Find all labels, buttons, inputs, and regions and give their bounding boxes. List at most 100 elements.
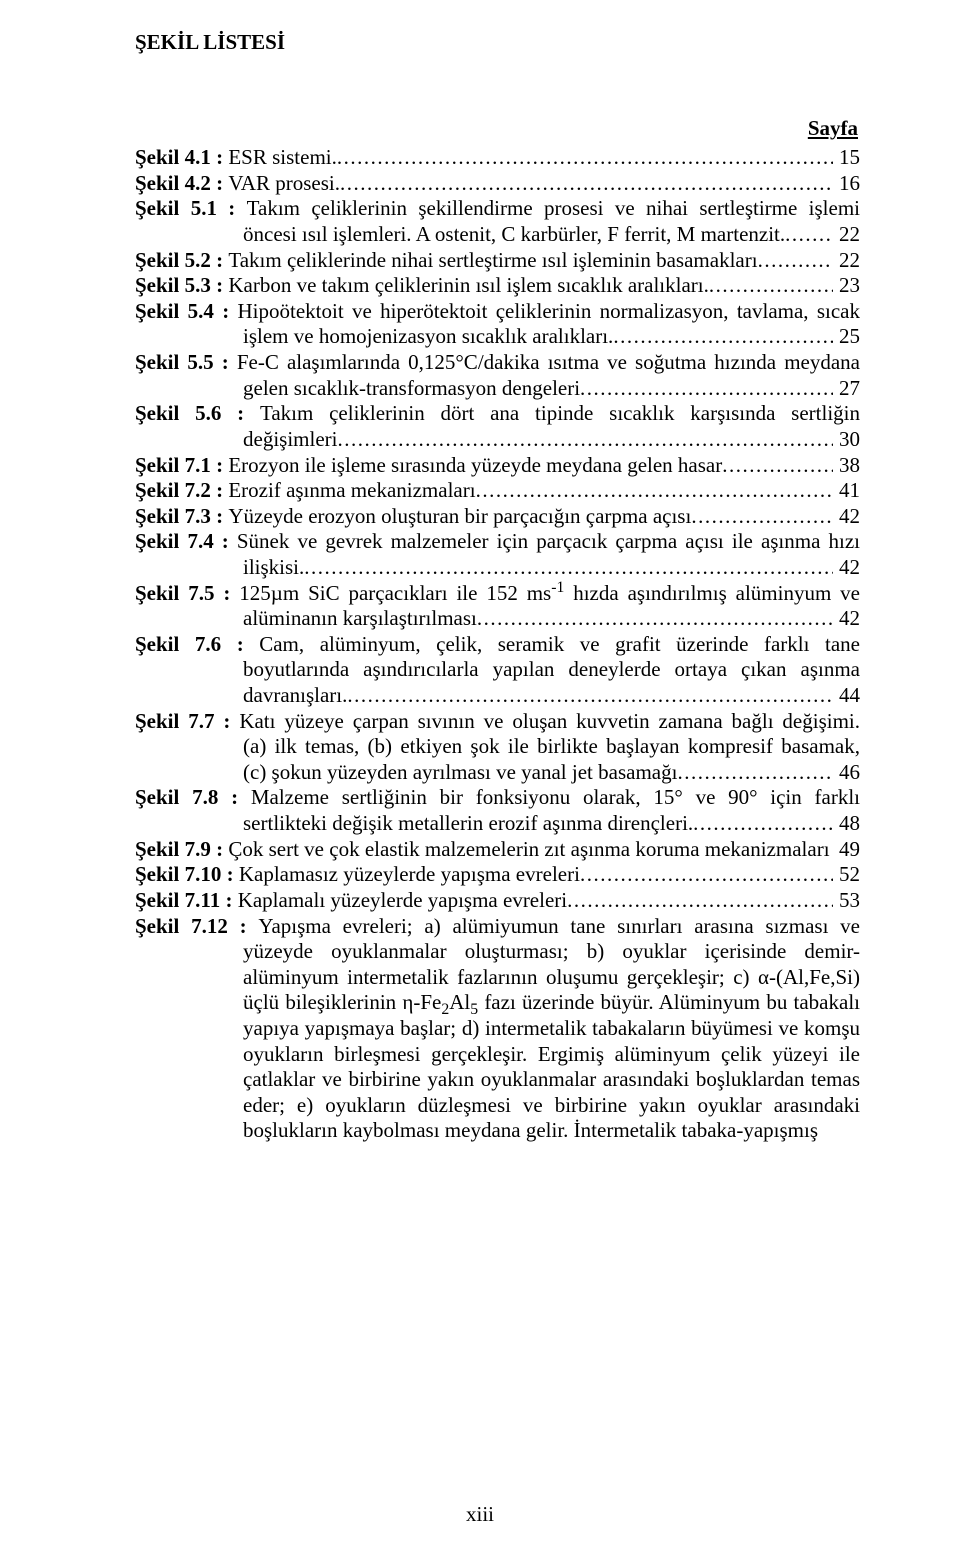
leader-dots [347, 683, 833, 709]
leader-dots [580, 862, 833, 888]
toc-entry: Şekil 7.12 : Yapışma evreleri; a) alümiy… [135, 914, 860, 1144]
document-page: ŞEKİL LİSTESİ Sayfa Şekil 4.1 : ESR sist… [0, 0, 960, 1558]
toc-entry-text: Şekil 4.2 : VAR prosesi. [135, 171, 340, 197]
toc-entry-page: 42 [833, 504, 860, 530]
toc-entry-line: Şekil 7.8 : Malzeme sertliğinin bir fonk… [135, 785, 860, 811]
toc-entry-page: 30 [833, 427, 860, 453]
toc-entry-label: Şekil 7.8 : [135, 785, 251, 809]
toc-entry-line: Şekil 5.1 : Takım çeliklerinin şekillend… [135, 196, 860, 222]
toc-entry-label: Şekil 7.12 : [135, 914, 258, 938]
leader-dots [580, 376, 833, 402]
toc-entry-last-line: öncesi ısıl işlemleri. A ostenit, C karb… [135, 222, 860, 248]
toc-entry: Şekil 7.4 : Sünek ve gevrek malzemeler i… [135, 529, 860, 580]
toc-entry-page: 48 [833, 811, 860, 837]
toc-entry-page: 52 [833, 862, 860, 888]
toc-entry-label: Şekil 7.6 : [135, 632, 259, 656]
leader-dots [337, 145, 833, 171]
toc-entry-line: Şekil 7.6 : Cam, alüminyum, çelik, seram… [135, 632, 860, 658]
toc-entry-label: Şekil 7.10 : [135, 862, 239, 886]
toc-entry-line: Şekil 7.4 : Sünek ve gevrek malzemeler i… [135, 529, 860, 555]
toc-entry-line: üçlü bileşiklerinin η-Fe2Al5 fazı üzerin… [135, 990, 860, 1016]
toc-entry-label: Şekil 5.4 : [135, 299, 238, 323]
toc-entry-page: 42 [833, 606, 860, 632]
toc-entry-page: 25 [833, 324, 860, 350]
toc-entry-page: 27 [833, 376, 860, 402]
toc-entry-last-line: gelen sıcaklık-transformasyon dengeleri … [135, 376, 860, 402]
toc-entry-label: Şekil 7.9 : [135, 837, 228, 861]
toc-entry-line: çatlaklar ve birbirine yakın oyuklanmala… [135, 1067, 860, 1093]
toc-entry: Şekil 5.5 : Fe-C alaşımlarında 0,125°C/d… [135, 350, 860, 401]
toc-entry: Şekil 5.2 : Takım çeliklerinde nihai ser… [135, 248, 860, 274]
toc-entry-page: 22 [833, 248, 860, 274]
toc-entry: Şekil 7.3 : Yüzeyde erozyon oluşturan bi… [135, 504, 860, 530]
leader-dots [567, 888, 833, 914]
toc-entry-label: Şekil 7.1 : [135, 453, 228, 477]
leader-dots [677, 760, 833, 786]
toc-entry-last-line: alüminanın karşılaştırılması 42 [135, 606, 860, 632]
leader-dots [693, 811, 833, 837]
toc-entry: Şekil 5.1 : Takım çeliklerinin şekillend… [135, 196, 860, 247]
leader-dots [304, 555, 833, 581]
toc-entry-label: Şekil 7.3 : [135, 504, 228, 528]
toc-entry-text: (c) şokun yüzeyden ayrılması ve yanal je… [243, 760, 677, 786]
toc-entry-line: yüzeyde oyuklanmalar oluşturması; b) oyu… [135, 939, 860, 965]
toc-entry-text: davranışları. [243, 683, 347, 709]
toc-entry-line: alüminyum intermetalik fazlarının oluşum… [135, 965, 860, 991]
leader-dots [340, 171, 833, 197]
leader-dots [709, 273, 833, 299]
leader-dots [691, 504, 833, 530]
toc-entry-page: 46 [833, 760, 860, 786]
toc-entry-last-line: değişimleri 30 [135, 427, 860, 453]
toc-entry-label: Şekil 7.4 : [135, 529, 237, 553]
toc-entry-line: Şekil 7.12 : Yapışma evreleri; a) alümiy… [135, 914, 860, 940]
toc-entry-label: Şekil 7.11 : [135, 888, 238, 912]
toc-entry-label: Şekil 4.1 : [135, 145, 228, 169]
toc-entry-page: 16 [833, 171, 860, 197]
toc-entry-last-line: davranışları. 44 [135, 683, 860, 709]
toc-entry-line: Şekil 5.4 : Hipoötektoit ve hiperötektoi… [135, 299, 860, 325]
toc-entry-line: yapıya yapışmaya başlar; d) intermetalik… [135, 1016, 860, 1042]
leader-dots [758, 248, 833, 274]
toc-entry: Şekil 7.8 : Malzeme sertliğinin bir fonk… [135, 785, 860, 836]
toc-entry-text: Şekil 7.1 : Erozyon ile işleme sırasında… [135, 453, 722, 479]
toc-entry-page: 53 [833, 888, 860, 914]
toc-entry: Şekil 7.7 : Katı yüzeye çarpan sıvının v… [135, 709, 860, 786]
toc-entry-last-line: sertlikteki değişik metallerin erozif aş… [135, 811, 860, 837]
toc-entry: Şekil 7.9 : Çok sert ve çok elastik malz… [135, 837, 860, 863]
toc-entry-label: Şekil 4.2 : [135, 171, 228, 195]
toc-entry-page: 38 [833, 453, 860, 479]
toc-entry: Şekil 5.3 : Karbon ve takım çeliklerinin… [135, 273, 860, 299]
toc-entry-line: (a) ilk temas, (b) etkiyen şok ile birli… [135, 734, 860, 760]
leader-dots [722, 453, 833, 479]
toc-entry-label: Şekil 5.1 : [135, 196, 247, 220]
toc-entry: Şekil 7.11 : Kaplamalı yüzeylerde yapışm… [135, 888, 860, 914]
toc-entry: Şekil 7.2 : Erozif aşınma mekanizmaları … [135, 478, 860, 504]
toc-entry-text: Şekil 4.1 : ESR sistemi. [135, 145, 337, 171]
toc-entry-page: 22 [833, 222, 860, 248]
toc-entry-page: 49 [833, 837, 860, 863]
toc-entry-label: Şekil 5.3 : [135, 273, 228, 297]
leader-dots [785, 222, 833, 248]
leader-dots [613, 324, 833, 350]
toc-entry-text: Şekil 7.9 : Çok sert ve çok elastik malz… [135, 837, 830, 863]
toc-entry-text: ilişkisi. [243, 555, 304, 581]
leader-dots [337, 427, 833, 453]
toc-entry-label: Şekil 5.6 : [135, 401, 260, 425]
toc-entry-text: Şekil 7.11 : Kaplamalı yüzeylerde yapışm… [135, 888, 567, 914]
toc-entry-last-line: (c) şokun yüzeyden ayrılması ve yanal je… [135, 760, 860, 786]
list-of-figures-title: ŞEKİL LİSTESİ [135, 30, 860, 56]
toc-entry-line: eder; e) oyukların düzleşmesi ve birbiri… [135, 1093, 860, 1119]
toc-entry-line: boşlukların kaybolması meydana gelir. İn… [135, 1118, 860, 1144]
toc-entry-text: Şekil 7.3 : Yüzeyde erozyon oluşturan bi… [135, 504, 691, 530]
toc-entry: Şekil 4.2 : VAR prosesi. 16 [135, 171, 860, 197]
toc-entry-label: Şekil 7.5 : [135, 581, 239, 605]
toc-entry-label: Şekil 5.5 : [135, 350, 237, 374]
toc-entry: Şekil 4.1 : ESR sistemi. 15 [135, 145, 860, 171]
toc-entry-last-line: ilişkisi. 42 [135, 555, 860, 581]
toc-entry-text: Şekil 7.2 : Erozif aşınma mekanizmaları [135, 478, 476, 504]
toc-entry-page: 44 [833, 683, 860, 709]
toc-entry-line: Şekil 7.5 : 125µm SiC parçacıkları ile 1… [135, 581, 860, 607]
leader-dots [476, 478, 833, 504]
figure-list-toc: Şekil 4.1 : ESR sistemi. 15Şekil 4.2 : V… [135, 145, 860, 1144]
toc-entry: Şekil 5.6 : Takım çeliklerinin dört ana … [135, 401, 860, 452]
